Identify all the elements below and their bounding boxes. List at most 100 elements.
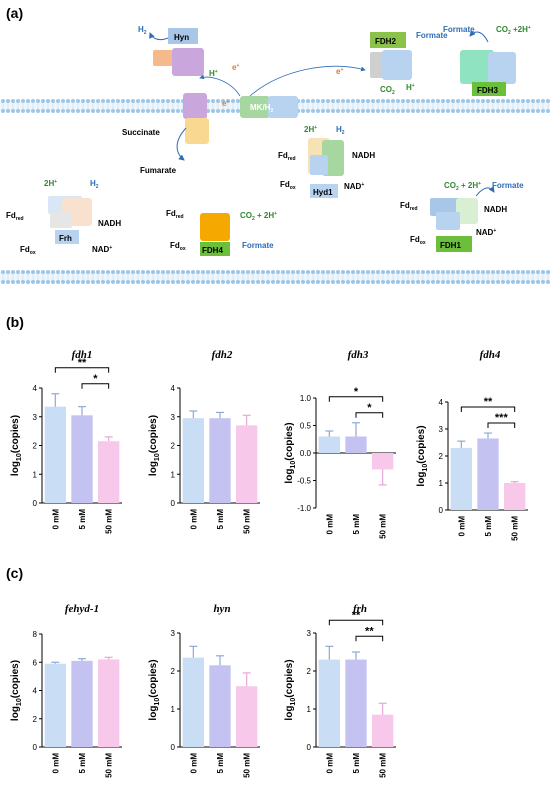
- fdh3-co2-base: CO: [496, 25, 508, 34]
- bar: [372, 714, 394, 747]
- fdh2-co2: CO2: [380, 85, 395, 96]
- y-tick-label: 2: [439, 452, 444, 461]
- mkh2-label: MK/H2: [250, 103, 273, 114]
- fdh4-formate: Formate: [242, 241, 274, 250]
- y-axis-label: log10(copies): [284, 659, 297, 720]
- fdh4-fdox-base: Fd: [170, 241, 180, 250]
- frh-h2: H2: [90, 179, 99, 190]
- x-tick-label: 5 mM: [484, 516, 493, 537]
- y-axis-label: log10(copies): [416, 425, 429, 486]
- y-axis-label: log10(copies): [10, 415, 23, 476]
- y-axis-label: log10(copies): [148, 659, 161, 720]
- y-axis-label-prefix: log: [10, 706, 21, 721]
- bar: [345, 659, 367, 747]
- hyd1-2h-base: 2H: [304, 125, 314, 134]
- hyn-h2-sub: 2: [144, 30, 147, 36]
- fdh2-formate: Formate: [416, 31, 448, 40]
- hyd1-h2-sub: 2: [342, 130, 345, 136]
- fdh2-hplus: H+: [406, 83, 415, 92]
- bar: [450, 447, 472, 510]
- fdh2-e: e+: [336, 67, 343, 76]
- bar: [236, 686, 258, 747]
- chart-title: fdh3: [348, 349, 369, 361]
- x-tick-label: 0 mM: [325, 514, 334, 535]
- fdh1-fdred-base: Fd: [400, 201, 410, 210]
- chart-fdh4: fdh4 log10(copies) 0 1 2 3 4 0 mM 5 mM 50 mM *****: [416, 349, 528, 541]
- fdh1-co2-2h: CO2 + 2H+: [444, 181, 481, 192]
- fdh4-co2-base: CO: [240, 211, 252, 220]
- mkh2-e-sup: +: [226, 99, 229, 105]
- y-axis-label: log10(copies): [148, 415, 161, 476]
- fdh1-complex: FDH1 CO2 + 2H+ Formate Fdred Fdox NADH N…: [400, 181, 524, 252]
- hyd1-fdred-sub: red: [288, 156, 296, 162]
- bar: [318, 659, 340, 747]
- y-tick-label: 1: [307, 705, 312, 714]
- mkh2-label-sub: 2: [270, 108, 273, 114]
- panel-label-c: (c): [6, 565, 23, 581]
- y-axis-label-prefix: log: [284, 469, 295, 484]
- y-tick-label: 0: [33, 743, 38, 752]
- y-axis-label-suffix: (copies): [10, 415, 21, 453]
- y-tick-label: 2: [171, 667, 176, 676]
- fdh3-label: FDH3: [477, 86, 498, 95]
- y-tick-label: 3: [171, 629, 176, 638]
- mkh2-complex: MK/H2 e+ Succinate Fumarate: [122, 65, 366, 175]
- y-tick-label: -0.5: [297, 477, 311, 486]
- hyd1-fdred: Fdred: [278, 151, 296, 162]
- fdh4-fdred-base: Fd: [166, 209, 176, 218]
- hyd1-h2-base: H: [336, 125, 342, 134]
- significance-label: ***: [495, 412, 509, 424]
- hyd1-nad-base: NAD: [344, 182, 362, 191]
- hyd1-2h-sup: +: [314, 125, 317, 131]
- y-tick-label: 0: [171, 499, 176, 508]
- x-tick-label: 50 mM: [105, 509, 114, 534]
- hyd1-h2: H2: [336, 125, 345, 136]
- fumarate-label: Fumarate: [140, 166, 177, 175]
- y-tick-label: 4: [33, 687, 38, 696]
- hyd1-fdred-base: Fd: [278, 151, 288, 160]
- significance-label: *: [367, 402, 372, 414]
- frh-fdox-sub: ox: [30, 250, 36, 256]
- y-tick-label: 2: [33, 715, 38, 724]
- hyd1-nad: NAD+: [344, 182, 364, 191]
- panel-a: (a) Hyn H2 H+ e+ FDH2 e+ CO2 H+ Formate: [0, 5, 550, 284]
- fdh1-fdred-sub: red: [410, 206, 418, 212]
- hyd1-label: Hyd1: [313, 188, 333, 197]
- significance-bracket: **: [355, 625, 384, 642]
- y-axis-label-suffix: (copies): [416, 425, 427, 463]
- frh-nad-sup: +: [109, 245, 112, 251]
- fdh1-label: FDH1: [440, 241, 461, 250]
- hyn-e-sup: +: [236, 63, 239, 69]
- fdh3-co2-2h: CO2 +2H+: [496, 25, 531, 36]
- fdh4-co2-sup: +: [274, 211, 277, 217]
- y-axis-label-suffix: (copies): [284, 422, 295, 460]
- succinate-label: Succinate: [122, 128, 160, 137]
- frh-complex: Frh 2H+ H2 Fdred Fdox NADH NAD+: [6, 179, 121, 256]
- x-tick-label: 5 mM: [78, 509, 87, 530]
- frh-label: Frh: [59, 234, 72, 243]
- y-tick-label: 0: [33, 499, 38, 508]
- bar: [182, 418, 204, 503]
- y-axis-label-suffix: (copies): [284, 659, 295, 697]
- significance-bracket: **: [328, 609, 384, 626]
- bar: [236, 425, 258, 503]
- bar: [71, 660, 93, 747]
- significance-bracket: *: [81, 373, 110, 389]
- hyn-h2: H2: [138, 25, 147, 36]
- hyn-hplus: H+: [209, 69, 218, 78]
- hyn-h2-base: H: [138, 25, 144, 34]
- y-axis-label: log10(copies): [284, 422, 297, 483]
- x-tick-label: 50 mM: [243, 753, 252, 778]
- bar: [372, 453, 394, 470]
- x-tick-label: 0 mM: [189, 509, 198, 530]
- y-tick-label: 0.0: [300, 449, 312, 458]
- y-tick-label: 1: [171, 705, 176, 714]
- y-tick-label: 1.0: [300, 394, 312, 403]
- bar: [504, 483, 526, 510]
- chart-title: hyn: [213, 603, 230, 615]
- bar: [44, 663, 66, 747]
- x-tick-label: 0 mM: [189, 753, 198, 774]
- significance-label: **: [352, 609, 361, 621]
- chart-fdh3: fdh3 log10(copies) -1.0 -0.5 0.0 0.5 1.0 0 mM 5 …: [284, 349, 396, 539]
